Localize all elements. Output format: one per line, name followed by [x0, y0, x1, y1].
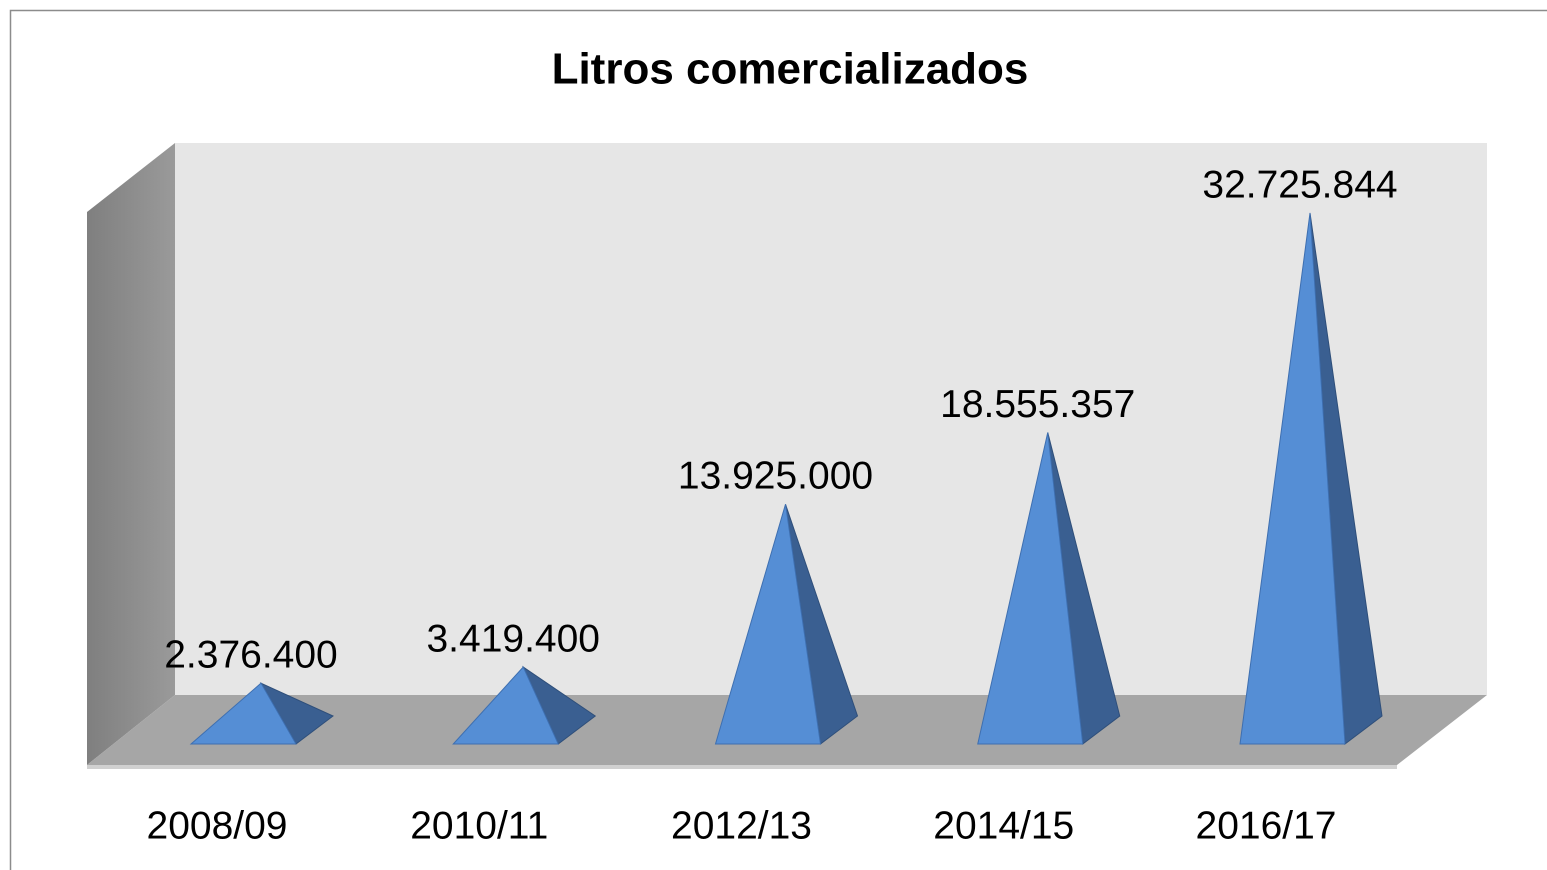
chart-title: Litros comercializados — [552, 45, 1029, 94]
x-tick-label: 2008/09 — [147, 804, 288, 847]
pyramid-front — [714, 504, 822, 745]
floor-edge — [87, 765, 1397, 769]
value-label: 13.925.000 — [678, 455, 873, 498]
x-tick-label: 2014/15 — [933, 804, 1074, 847]
back-wall — [175, 143, 1487, 695]
pyramid — [189, 682, 334, 745]
pyramid-front — [1239, 212, 1346, 745]
pyramid — [1239, 212, 1383, 745]
side-wall — [87, 143, 175, 765]
value-label: 32.725.844 — [1202, 163, 1397, 206]
pyramid-front — [189, 682, 297, 745]
pyramid-front — [452, 666, 560, 745]
value-label: 3.419.400 — [426, 617, 600, 660]
x-tick-label: 2010/11 — [410, 804, 548, 847]
x-tick-label: 2012/13 — [671, 804, 812, 847]
x-tick-label: 2016/17 — [1196, 804, 1337, 847]
pyramid — [714, 504, 859, 745]
pyramid-front — [977, 432, 1084, 745]
pyramid — [977, 432, 1121, 745]
value-label: 18.555.357 — [940, 383, 1135, 426]
value-label: 2.376.400 — [164, 633, 338, 676]
pyramid — [452, 665, 597, 745]
